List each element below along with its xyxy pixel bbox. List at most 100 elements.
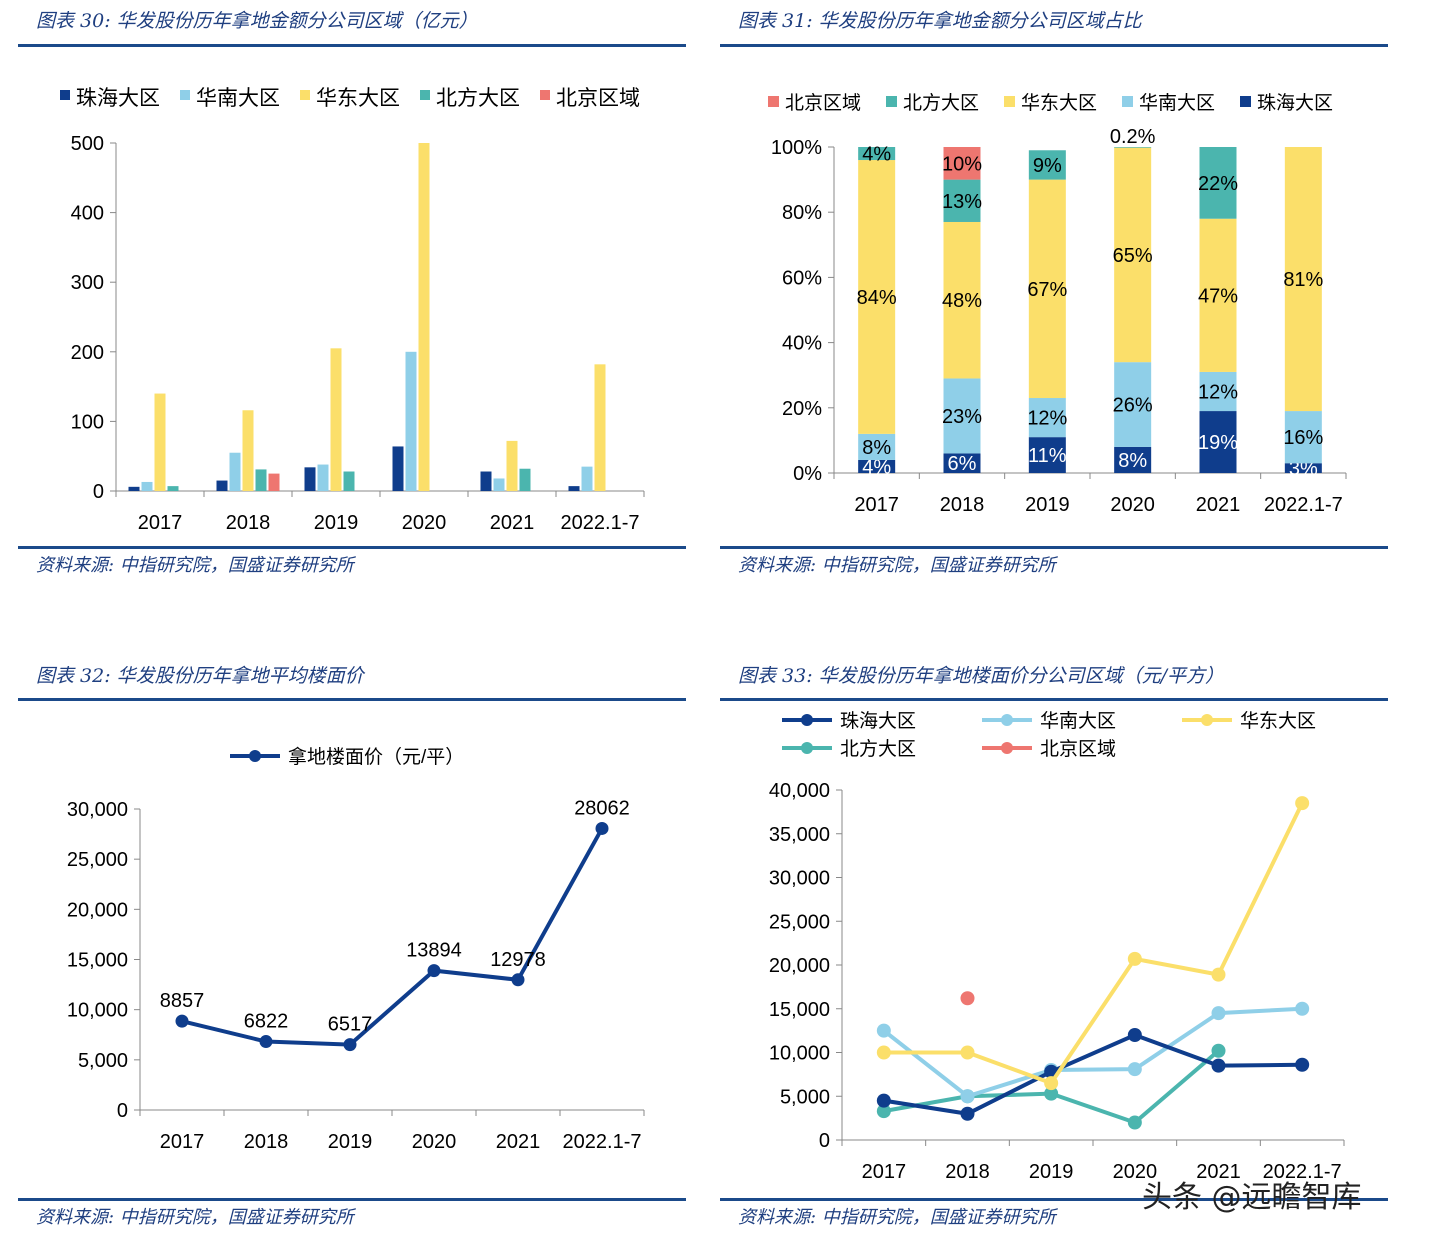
y-tick-label: 5,000: [780, 1086, 830, 1108]
bar-segment-huanan: [858, 433, 896, 460]
data-point-huanan: [1295, 1001, 1310, 1016]
data-point-beifang: [1211, 1043, 1226, 1058]
legend-label-beifang: 北方大区: [903, 92, 979, 114]
source-rule: [18, 546, 686, 549]
bar-beifang: [343, 471, 355, 491]
panel-chart-30: 图表 30: 华发股份历年拿地金额分公司区域（亿元） 珠海大区 华南大区 华东大区 北…: [18, 0, 686, 590]
x-tick-label: 2019: [328, 1131, 373, 1153]
y-tick-label: 0%: [793, 463, 822, 485]
y-tick-label: 10,000: [67, 1000, 128, 1022]
data-point-beijing: [960, 991, 975, 1006]
y-tick-label: 40,000: [769, 780, 830, 802]
data-label-huanan: 26%: [1113, 395, 1153, 417]
legend-label-huadong: 华东大区: [316, 87, 400, 110]
legend-swatch-beijing: [540, 90, 550, 100]
x-tick-label: 2018: [945, 1161, 990, 1183]
x-tick-label: 2021: [496, 1131, 541, 1153]
watermark-text: 头条 @远瞻智库: [1142, 1180, 1362, 1215]
data-label-zhuhai: 6%: [948, 453, 977, 475]
data-point-beifang: [1044, 1086, 1059, 1101]
x-tick-label: 2018: [226, 512, 271, 534]
bar-zhuhai: [304, 467, 316, 491]
y-tick-label: 500: [71, 133, 104, 155]
data-label-beifang: 9%: [1033, 155, 1062, 177]
data-label-zhuhai: 4%: [862, 456, 891, 478]
y-tick-label: 200: [71, 342, 104, 364]
y-tick-label: 35,000: [769, 824, 830, 846]
x-tick-label: 2019: [314, 512, 359, 534]
y-tick-label: 20%: [782, 398, 822, 420]
data-point-zhuhai: [595, 821, 609, 835]
bar-huanan: [141, 481, 153, 491]
bar-zhuhai: [568, 486, 580, 491]
data-point-zhuhai: [1127, 1028, 1142, 1042]
data-point-huadong: [876, 1045, 891, 1060]
chart-title: 图表 30: 华发股份历年拿地金额分公司区域（亿元）: [36, 10, 478, 32]
bar-beifang: [519, 468, 531, 491]
stacked-bar-chart-share: 北京区域 北方大区 华东大区 华南大区 珠海大区 0% 20% 40% 60% 80% 100% 20…: [768, 92, 1347, 516]
chart-title: 图表 31: 华发股份历年拿地金额分公司区域占比: [738, 10, 1142, 32]
source-rule: [18, 1198, 686, 1201]
data-label-huadong: 84%: [857, 287, 897, 309]
bar-segment-huanan: [1199, 371, 1237, 412]
chart-title: 图表 33: 华发股份历年拿地楼面价分公司区域（元/平方）: [738, 665, 1225, 687]
x-tick-label: 2020: [412, 1131, 457, 1153]
y-tick-label: 25,000: [769, 911, 830, 933]
y-tick-label: 30,000: [769, 868, 830, 890]
x-tick-label: 2017: [862, 1161, 907, 1183]
x-tick-label: 2019: [1025, 494, 1070, 516]
data-label-huanan: 8%: [862, 437, 891, 459]
bar-beifang: [167, 486, 179, 491]
y-tick-label: 15,000: [67, 950, 128, 972]
data-point-huanan: [960, 1089, 975, 1104]
data-point-zhuhai: [427, 964, 441, 978]
y-tick-label: 100%: [771, 137, 822, 159]
data-label: 28062: [574, 797, 630, 819]
legend-label-beifang: 北方大区: [436, 87, 520, 110]
data-label-huanan: 12%: [1027, 408, 1067, 430]
legend-label-huadong: 华东大区: [1021, 92, 1097, 114]
panel-chart-33: 图表 33: 华发股份历年拿地楼面价分公司区域（元/平方） 珠海大区 华南大区 华东…: [720, 655, 1388, 1243]
bar-segment-beifang: [943, 179, 981, 222]
bar-huanan: [581, 466, 593, 491]
legend-label-zhuhai: 珠海大区: [76, 87, 160, 110]
title-rule: [18, 698, 686, 701]
x-tick-label: 2020: [1110, 494, 1155, 516]
bar-segment-zhuhai: [858, 459, 896, 473]
bar-segment-huadong: [943, 221, 981, 379]
y-tick-label: 40%: [782, 333, 822, 355]
chart-title: 图表 32: 华发股份历年拿地平均楼面价: [36, 665, 364, 687]
data-label-beifang: 13%: [942, 191, 982, 213]
data-label: 8857: [160, 990, 205, 1012]
data-point-zhuhai: [1211, 1058, 1226, 1073]
bar-zhuhai: [392, 446, 404, 491]
bar-segment-zhuhai: [1114, 446, 1152, 473]
x-tick-label: 2018: [940, 494, 985, 516]
legend-marker-huadong: [1201, 714, 1213, 726]
series-line-zhuhai: [883, 1032, 1303, 1116]
data-label: 6517: [328, 1014, 373, 1036]
x-tick-label: 2020: [402, 512, 447, 534]
legend-label-huadong: 华东大区: [1240, 710, 1316, 732]
data-label-zhuhai: 19%: [1198, 432, 1238, 454]
x-tick-label: 2017: [138, 512, 183, 534]
series-line-huadong: [883, 802, 1304, 1086]
data-point-zhuhai: [511, 973, 525, 987]
bar-huadong: [594, 364, 606, 491]
data-point-huanan: [1211, 1006, 1226, 1021]
source-note: 资料来源: 中指研究院，国盛证券研究所: [738, 1207, 1056, 1228]
bar-zhuhai: [480, 471, 492, 491]
bar-segment-beifang: [858, 147, 896, 161]
legend-label-huanan: 华南大区: [196, 87, 280, 110]
data-label-beifang: 4%: [862, 144, 891, 166]
bar-huadong: [506, 440, 518, 491]
legend-swatch-beifang: [886, 96, 897, 107]
title-rule: [720, 698, 1388, 701]
x-tick-label: 2017: [160, 1131, 205, 1153]
line-chart-avg-price: 拿地楼面价（元/平） 0 5,000 10,000 15,000 20,000 25,000…: [67, 745, 645, 1153]
panel-chart-32: 图表 32: 华发股份历年拿地平均楼面价 拿地楼面价（元/平） 0 5,000 10,…: [18, 655, 686, 1243]
source-rule: [720, 546, 1388, 549]
source-rule: [720, 1198, 1388, 1201]
y-tick-label: 400: [71, 203, 104, 225]
